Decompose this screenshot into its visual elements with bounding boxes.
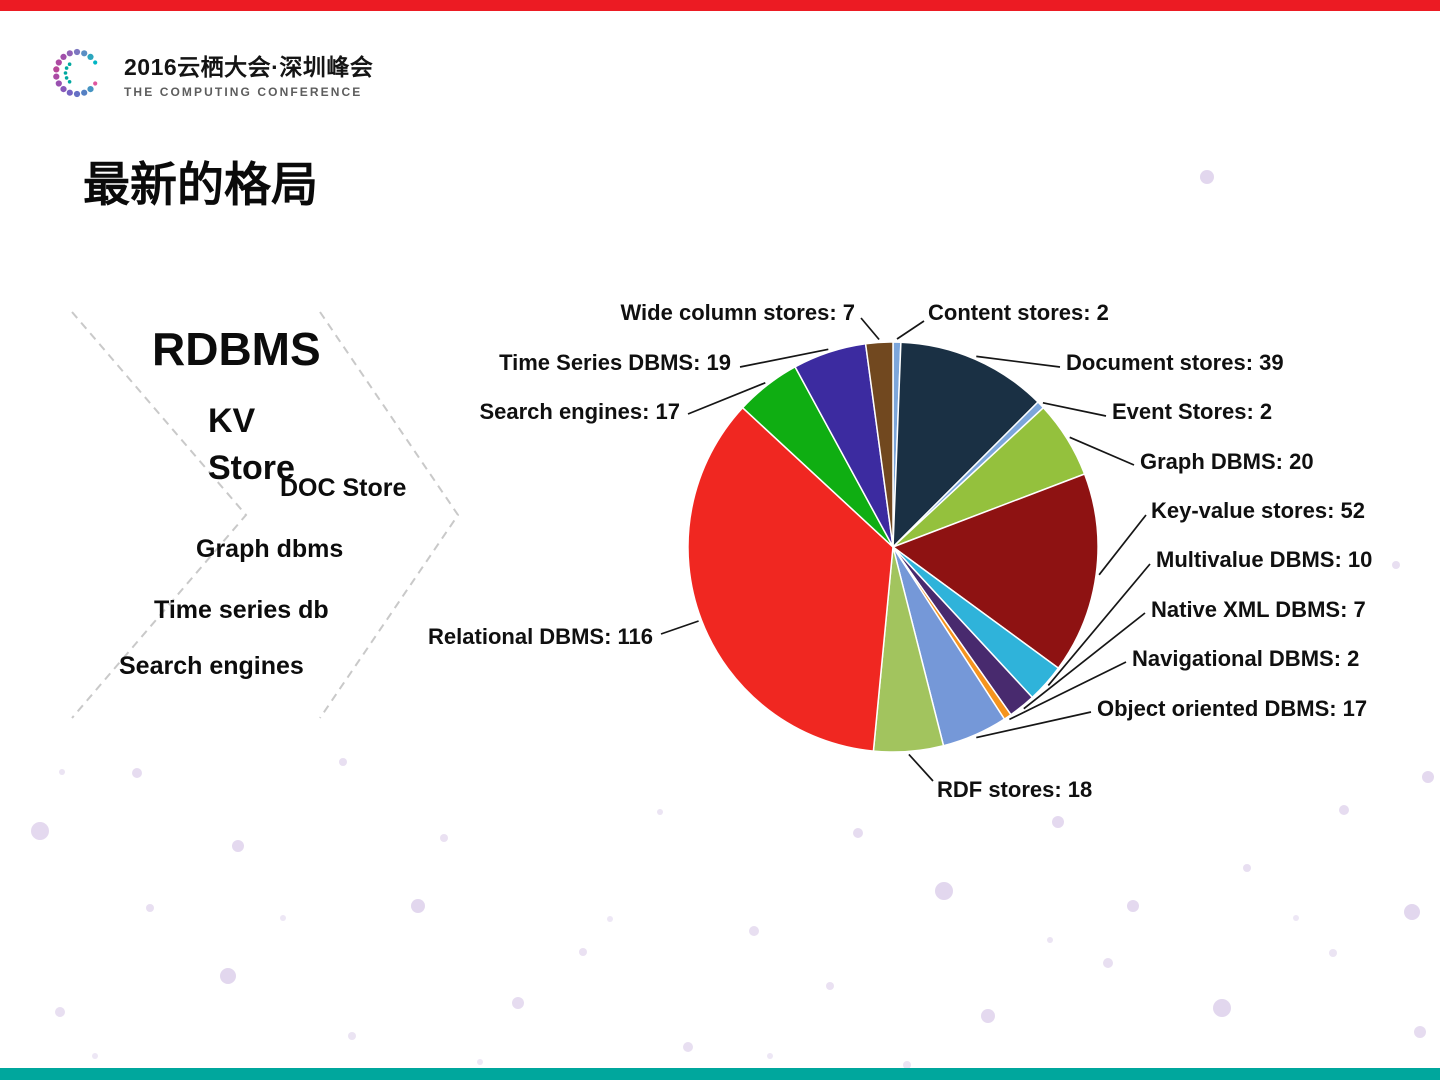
pie-label-native-xml-dbms: Native XML DBMS: 7 xyxy=(1151,597,1366,622)
leader-line-object-oriented-dbms xyxy=(976,711,1092,739)
leader-line-relational-dbms xyxy=(660,620,699,635)
leader-line-document-stores xyxy=(976,355,1061,368)
logo-ring-dot xyxy=(93,60,98,65)
logo-text: 2016云栖大会·深圳峰会 THE COMPUTING CONFERENCE xyxy=(124,48,373,99)
pie-label-event-stores: Event Stores: 2 xyxy=(1112,399,1273,424)
pie-label-object-oriented-dbms: Object oriented DBMS: 17 xyxy=(1097,696,1368,721)
leader-line-key-value-stores xyxy=(1098,514,1147,576)
logo-ring-dot xyxy=(81,50,88,57)
logo-ring-dot xyxy=(73,90,81,98)
logo-ring-dot xyxy=(55,80,62,87)
pie-label-time-series-dbms: Time Series DBMS: 19 xyxy=(499,350,731,375)
pie-label-rdf-stores: RDF stores: 18 xyxy=(937,777,1093,802)
category-kv-store: KV Store xyxy=(208,402,295,487)
chevron-outline-1 xyxy=(71,311,248,719)
leader-line-content-stores xyxy=(896,320,925,340)
logo-inner-dot xyxy=(67,62,72,66)
pie-label-content-stores: Content stores: 2 xyxy=(928,300,1109,325)
leader-line-event-stores xyxy=(1042,401,1107,417)
top-accent-bar xyxy=(0,0,1440,11)
pie-label-wide-column-stores: Wide column stores: 7 xyxy=(620,300,855,325)
bottom-accent-bar xyxy=(0,1068,1440,1080)
logo-inner-dot xyxy=(63,71,68,75)
chevron-outline-2 xyxy=(319,311,460,719)
logo-ring-dot xyxy=(81,89,88,96)
pie-label-key-value-stores: Key-value stores: 52 xyxy=(1151,498,1365,523)
logo-ring-dot xyxy=(66,50,73,57)
logo-inner-dot xyxy=(67,80,72,84)
pie-label-search-engines: Search engines: 17 xyxy=(479,399,680,424)
leader-line-graph-dbms xyxy=(1069,436,1135,466)
conference-logo: 2016云栖大会·深圳峰会 THE COMPUTING CONFERENCE xyxy=(44,40,373,106)
logo-ring-dot xyxy=(53,66,60,73)
leader-line-rdf-stores xyxy=(908,753,934,782)
pie-slice-wide-column-stores xyxy=(864,341,894,548)
logo-ring-dot xyxy=(55,59,62,66)
logo-ring-dot xyxy=(73,48,81,56)
pie-label-navigational-dbms: Navigational DBMS: 2 xyxy=(1132,646,1360,671)
category-search-engines: Search engines xyxy=(119,652,304,680)
category-graph-dbms: Graph dbms xyxy=(196,535,344,563)
logo-ring-dot xyxy=(87,53,94,60)
leader-line-multivalue-dbms xyxy=(1047,563,1151,686)
logo-subtitle: THE COMPUTING CONFERENCE xyxy=(124,84,363,99)
leader-line-search-engines xyxy=(687,382,766,415)
category-rdbms: RDBMS xyxy=(152,323,321,375)
logo-ring-dot xyxy=(53,73,60,80)
category-doc-store: DOC Store xyxy=(280,474,407,502)
leader-line-native-xml-dbms xyxy=(1023,612,1146,710)
conference-logo-icon xyxy=(53,48,98,98)
logo-inner-dot xyxy=(64,66,69,70)
logo-title: 2016云栖大会·深圳峰会 xyxy=(124,53,374,80)
logo-ring-dot xyxy=(93,81,98,86)
logo-ring-dot xyxy=(60,53,67,60)
logo-ring-dot xyxy=(87,86,94,93)
page-title: 最新的格局 xyxy=(83,158,318,211)
leader-line-time-series-dbms xyxy=(739,348,829,368)
pie-slice-relational-dbms xyxy=(687,406,894,752)
logo-inner-dot xyxy=(64,76,69,80)
logo-ring-dot xyxy=(60,86,67,93)
pie-label-relational-dbms: Relational DBMS: 116 xyxy=(428,624,653,649)
category-time-series-db: Time series db xyxy=(154,596,329,624)
pie-slice-key-value-stores xyxy=(891,473,1099,670)
leader-line-navigational-dbms xyxy=(1009,661,1127,721)
pie-label-multivalue-dbms: Multivalue DBMS: 10 xyxy=(1156,547,1373,572)
pie-label-document-stores: Document stores: 39 xyxy=(1066,350,1284,375)
pie-slice-document-stores xyxy=(892,341,1040,549)
pie-label-graph-dbms: Graph DBMS: 20 xyxy=(1140,449,1314,474)
leader-line-wide-column-stores xyxy=(860,317,880,341)
logo-ring-dot xyxy=(66,89,73,96)
